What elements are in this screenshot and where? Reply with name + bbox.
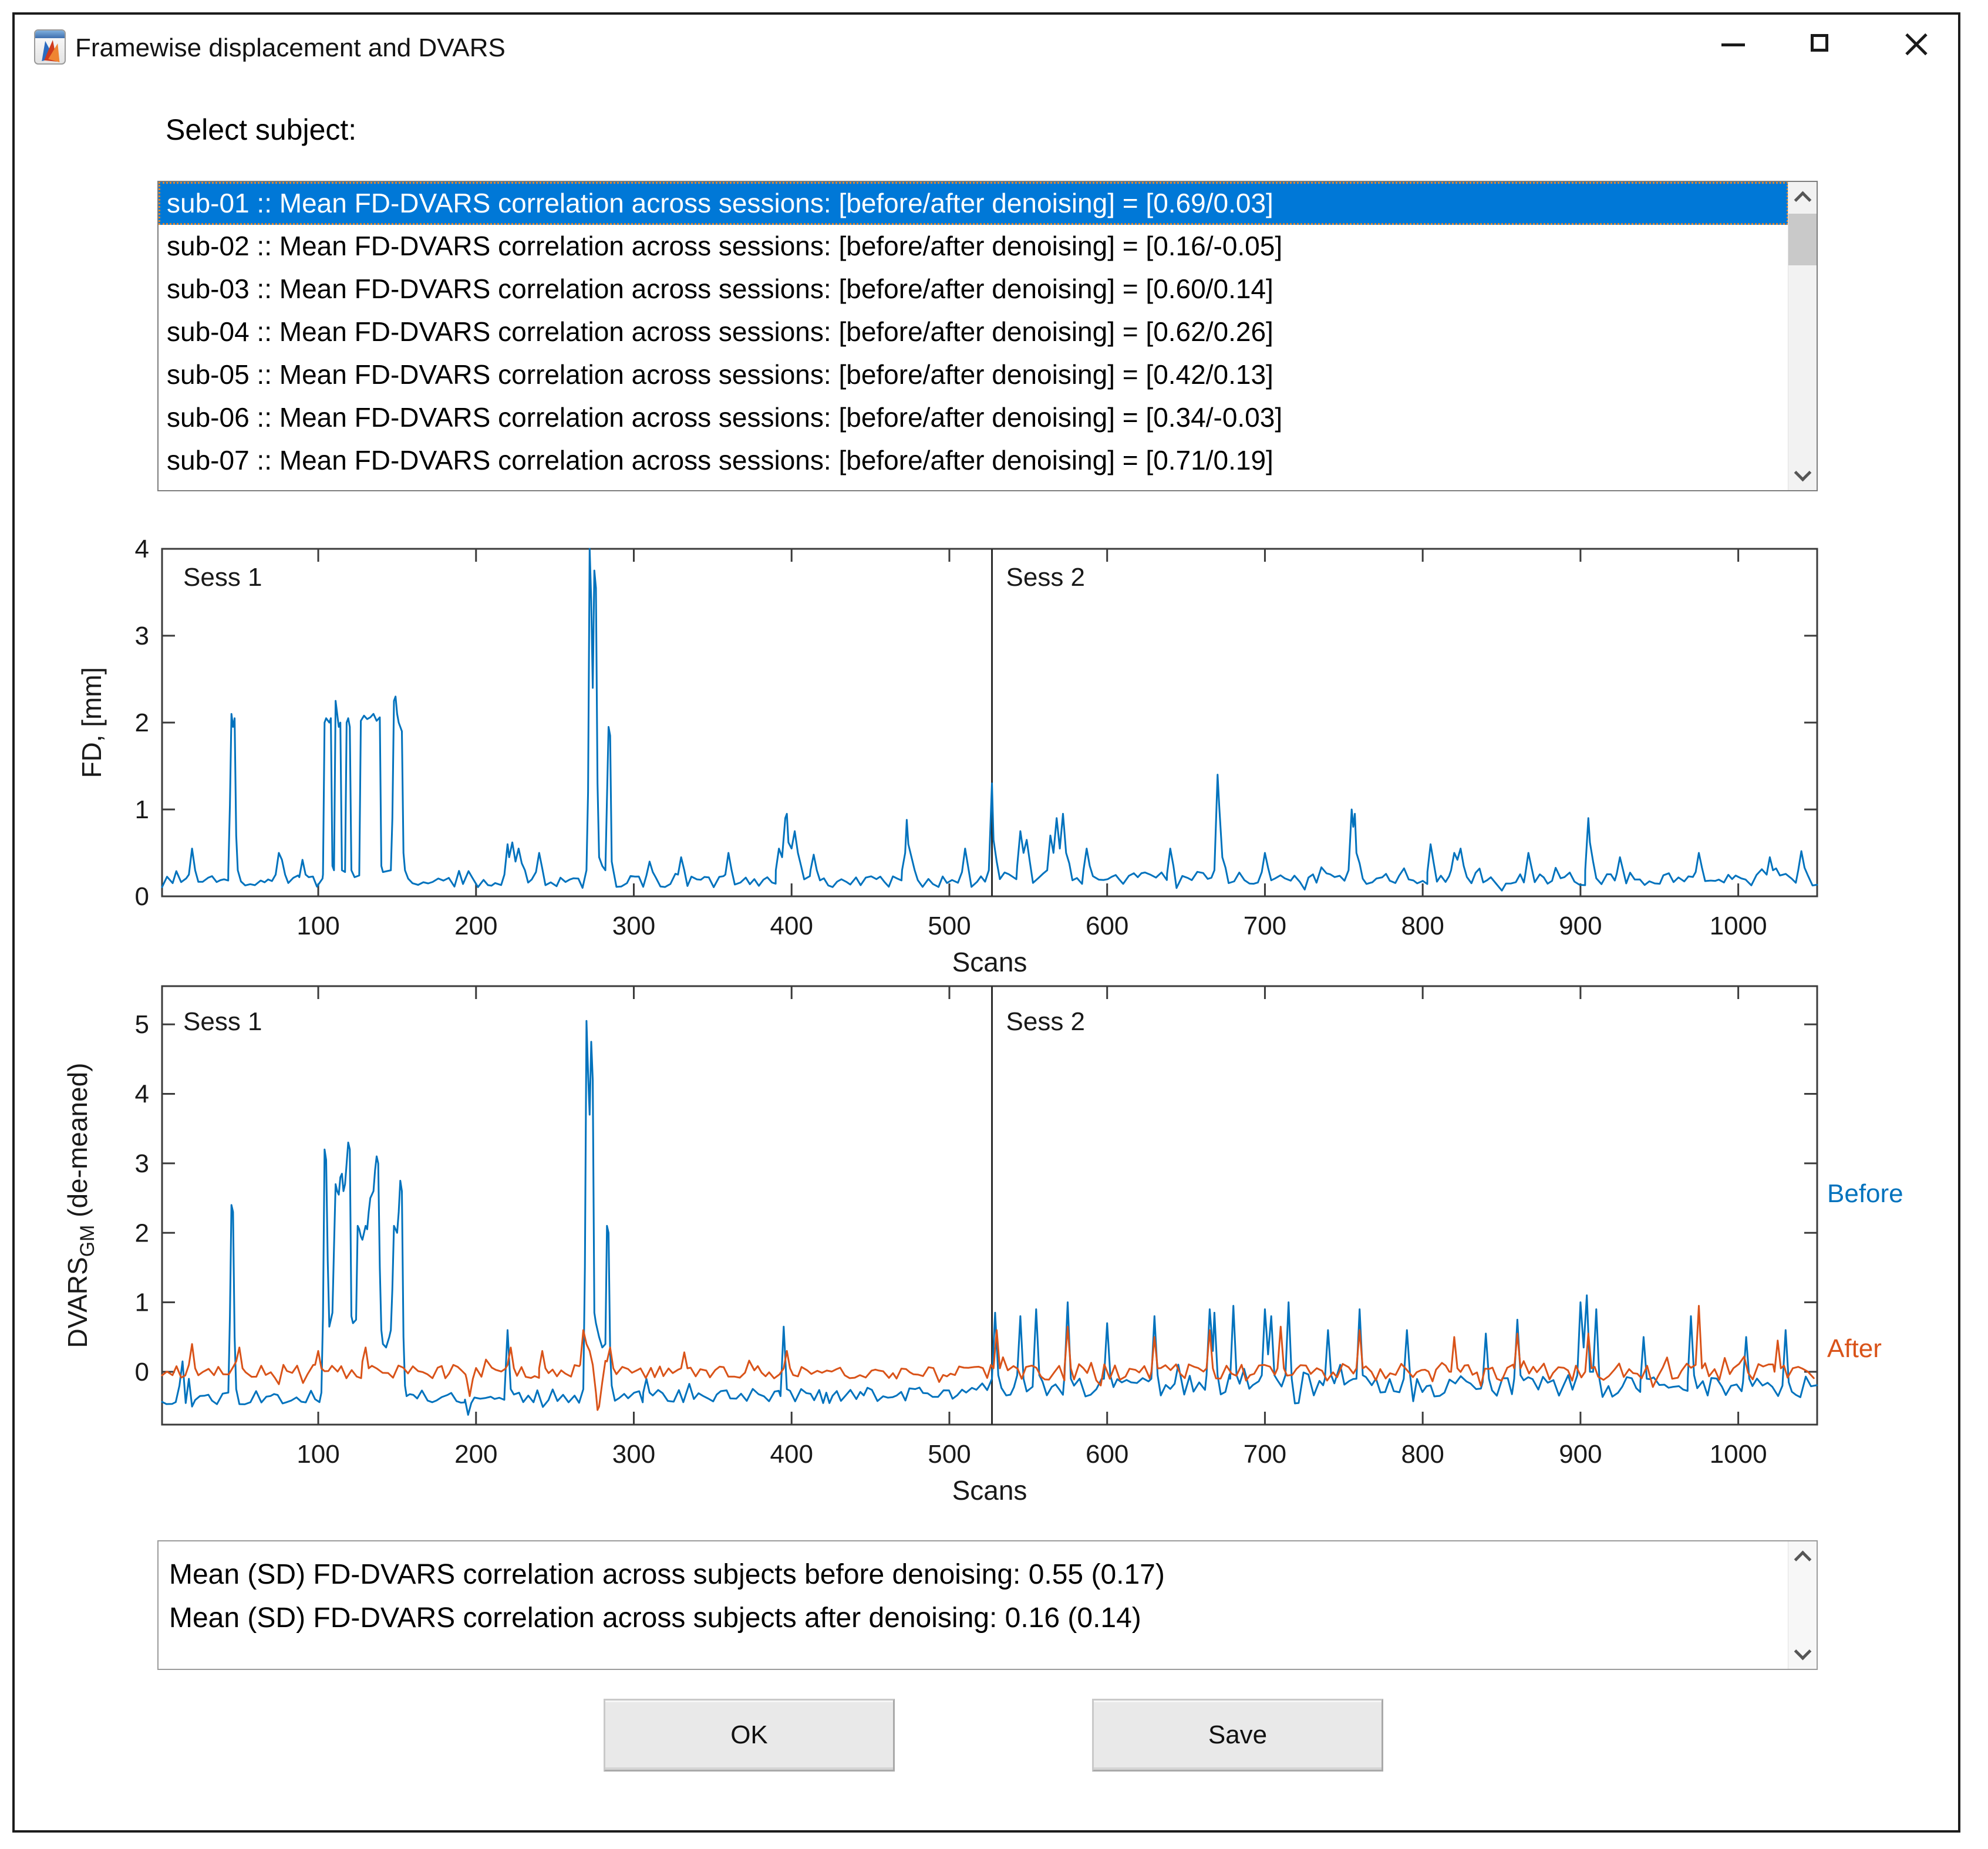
sess1-label: Sess 1 bbox=[183, 1007, 262, 1036]
subject-list-item[interactable]: sub-06 :: Mean FD-DVARS correlation acro… bbox=[167, 402, 1283, 433]
fd-chart: 100 200 300 400 500 600 700 800 900 1000 0 1 2 3 4 Sess… bbox=[76, 535, 1818, 977]
maximize-button[interactable] bbox=[1795, 19, 1848, 72]
window-title: Framewise displacement and DVARS bbox=[75, 33, 506, 62]
y-tick-label: 5 bbox=[135, 1010, 149, 1039]
x-tick-label: 700 bbox=[1244, 912, 1286, 940]
after-label: After bbox=[1827, 1334, 1882, 1363]
listbox-scrollbar[interactable] bbox=[1788, 182, 1817, 490]
sess1-label: Sess 1 bbox=[183, 563, 262, 592]
subject-listbox[interactable]: sub-01 :: Mean FD-DVARS correlation acro… bbox=[157, 181, 1818, 491]
subject-list: sub-01 :: Mean FD-DVARS correlation acro… bbox=[159, 182, 1788, 490]
x-tick-label: 900 bbox=[1559, 912, 1602, 940]
y-tick-label: 4 bbox=[135, 535, 149, 564]
axes-frame bbox=[161, 985, 1818, 1426]
x-tick-label: 1000 bbox=[1710, 1440, 1767, 1469]
summary-scroll-down-button[interactable] bbox=[1788, 1638, 1817, 1669]
close-button[interactable] bbox=[1891, 19, 1943, 72]
matlab-icon bbox=[34, 29, 66, 65]
y-tick-label: 1 bbox=[135, 1288, 149, 1317]
y-tick-label: 4 bbox=[135, 1079, 149, 1108]
subject-list-item[interactable]: sub-02 :: Mean FD-DVARS correlation acro… bbox=[167, 231, 1283, 261]
icon-titlebar bbox=[35, 31, 65, 38]
x-axis-label: Scans bbox=[952, 947, 1027, 977]
series-before bbox=[161, 1020, 1818, 1416]
chevron-down-icon bbox=[1794, 464, 1811, 482]
y-tick-label: 2 bbox=[135, 1219, 149, 1247]
minimize-button[interactable] bbox=[1707, 19, 1760, 72]
before-label: Before bbox=[1827, 1179, 1903, 1208]
x-tick-label: 300 bbox=[612, 1440, 655, 1469]
x-tick-label: 200 bbox=[454, 912, 497, 940]
summary-text: Mean (SD) FD-DVARS correlation across su… bbox=[169, 1553, 1781, 1640]
summary-line-after: Mean (SD) FD-DVARS correlation across su… bbox=[169, 1602, 1141, 1634]
subject-list-item[interactable]: sub-04 :: Mean FD-DVARS correlation acro… bbox=[167, 316, 1273, 347]
x-tick-label: 800 bbox=[1401, 912, 1444, 940]
subject-list-item[interactable]: sub-07 :: Mean FD-DVARS correlation acro… bbox=[167, 445, 1273, 475]
summary-scroll-up-button[interactable] bbox=[1788, 1541, 1817, 1572]
subject-list-item[interactable]: sub-01 :: Mean FD-DVARS correlation acro… bbox=[159, 182, 1788, 225]
ok-button[interactable]: OK bbox=[604, 1699, 895, 1772]
summary-scrollbar[interactable] bbox=[1788, 1541, 1817, 1669]
y-tick-label: 1 bbox=[135, 795, 149, 824]
x-tick-label: 500 bbox=[928, 1440, 971, 1469]
y-tick-label: 2 bbox=[135, 708, 149, 737]
x-tick-label: 400 bbox=[770, 912, 813, 940]
x-tick-label: 500 bbox=[928, 912, 971, 940]
save-button[interactable]: Save bbox=[1092, 1699, 1383, 1772]
x-tick-label: 400 bbox=[770, 1440, 813, 1469]
scroll-up-button[interactable] bbox=[1788, 182, 1817, 212]
subject-list-item[interactable]: sub-03 :: Mean FD-DVARS correlation acro… bbox=[167, 274, 1273, 304]
summary-line-before: Mean (SD) FD-DVARS correlation across su… bbox=[169, 1559, 1165, 1590]
dvars-chart: 100 200 300 400 500 600 700 800 900 1000 0 1 2 3 4 5 Ses… bbox=[62, 985, 1903, 1506]
summary-box: Mean (SD) FD-DVARS correlation across su… bbox=[157, 1540, 1818, 1670]
subject-list-item[interactable]: sub-05 :: Mean FD-DVARS correlation acro… bbox=[167, 359, 1273, 390]
x-tick-label: 100 bbox=[296, 1440, 339, 1469]
chevron-up-icon bbox=[1794, 191, 1811, 209]
x-tick-label: 100 bbox=[296, 912, 339, 940]
x-tick-label: 300 bbox=[612, 912, 655, 940]
y-tick-label: 0 bbox=[135, 1358, 149, 1386]
scroll-down-button[interactable] bbox=[1788, 460, 1817, 490]
y-axis-label: FD, [mm] bbox=[76, 667, 107, 778]
x-tick-label: 900 bbox=[1559, 1440, 1602, 1469]
y-tick-label: 0 bbox=[135, 882, 149, 911]
x-tick-label: 800 bbox=[1401, 1440, 1444, 1469]
x-tick-label: 700 bbox=[1244, 1440, 1286, 1469]
y-axis-label: DVARSGM (de-meaned) bbox=[62, 1063, 99, 1348]
chevron-down-icon bbox=[1794, 1642, 1811, 1661]
x-axis-label: Scans bbox=[952, 1475, 1027, 1506]
x-tick-label: 200 bbox=[454, 1440, 497, 1469]
series-after bbox=[161, 1305, 1815, 1411]
x-tick-label: 600 bbox=[1086, 1440, 1128, 1469]
x-tick-label: 1000 bbox=[1710, 912, 1767, 940]
select-subject-label: Select subject: bbox=[166, 113, 357, 146]
sess2-label: Sess 2 bbox=[1006, 1007, 1086, 1036]
sess2-label: Sess 2 bbox=[1006, 563, 1086, 592]
maximize-icon bbox=[1811, 34, 1828, 52]
series-fd bbox=[161, 548, 1818, 892]
chevron-up-icon bbox=[1794, 1550, 1811, 1568]
minimize-icon bbox=[1721, 43, 1745, 46]
y-tick-label: 3 bbox=[135, 1149, 149, 1178]
y-tick-label: 3 bbox=[135, 622, 149, 650]
x-tick-label: 600 bbox=[1086, 912, 1128, 940]
listbox-scrollbar-thumb[interactable] bbox=[1788, 214, 1817, 265]
